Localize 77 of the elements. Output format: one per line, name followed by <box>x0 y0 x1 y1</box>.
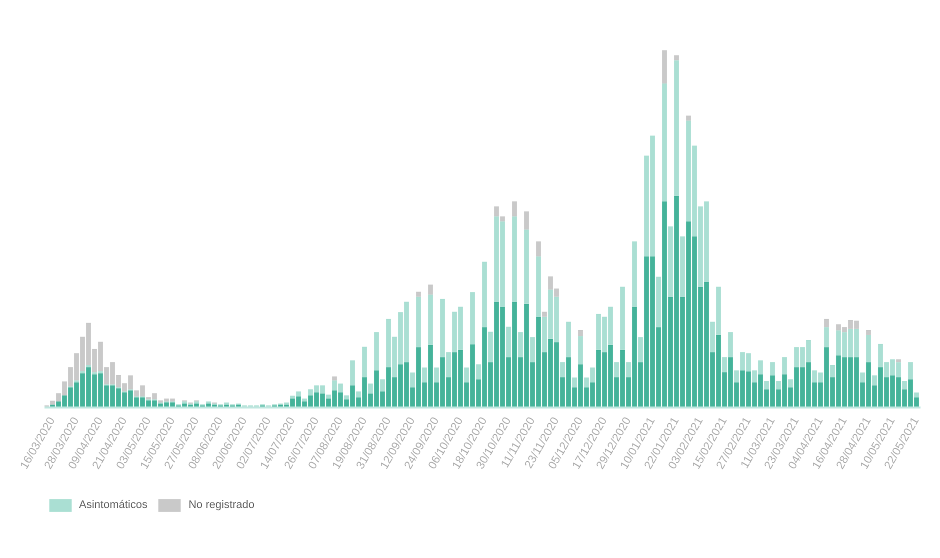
bar <box>368 384 373 394</box>
bar <box>782 357 787 374</box>
bar <box>344 395 349 400</box>
bar <box>728 332 733 358</box>
bar <box>734 370 739 382</box>
bar <box>620 286 625 350</box>
bar <box>830 364 835 378</box>
bar <box>434 367 439 382</box>
bar <box>872 375 877 386</box>
bar <box>410 372 415 388</box>
bar <box>530 337 535 362</box>
bar <box>488 332 493 362</box>
bar <box>680 236 685 297</box>
bar <box>866 330 871 335</box>
bar <box>518 332 523 358</box>
bar <box>374 332 379 370</box>
bar <box>350 360 355 386</box>
legend-label: Asintomáticos <box>79 499 148 511</box>
legend-label: No registrado <box>188 499 255 511</box>
bar <box>332 376 337 380</box>
bar <box>668 226 673 297</box>
bar <box>536 256 541 317</box>
bar <box>302 398 307 402</box>
bar <box>422 367 427 382</box>
bar <box>662 83 667 202</box>
bar <box>662 50 667 84</box>
bar <box>194 401 199 404</box>
bar <box>542 312 547 317</box>
bar <box>380 379 385 392</box>
bar <box>476 364 481 380</box>
bar <box>902 381 907 390</box>
bar <box>482 262 487 328</box>
bar <box>362 346 367 378</box>
bar <box>566 322 571 358</box>
bar <box>464 367 469 382</box>
bar <box>674 60 679 196</box>
bar <box>722 357 727 372</box>
bar <box>536 241 541 256</box>
bar <box>776 381 781 390</box>
bar <box>560 362 565 378</box>
bar <box>428 294 433 345</box>
bar <box>416 296 421 348</box>
bar <box>572 377 577 388</box>
bar <box>578 336 583 364</box>
bar <box>500 216 505 222</box>
bar <box>632 241 637 307</box>
bar <box>356 391 361 398</box>
bar <box>770 362 775 376</box>
bar <box>512 216 517 302</box>
bar <box>764 381 769 390</box>
bar <box>674 55 679 60</box>
bar <box>896 359 901 362</box>
bar <box>788 379 793 388</box>
bar <box>506 326 511 358</box>
bar <box>656 276 661 328</box>
bar <box>326 394 331 399</box>
bar <box>824 318 829 328</box>
bar <box>86 364 91 368</box>
bar <box>614 362 619 378</box>
bar <box>860 372 865 382</box>
bar <box>908 362 913 380</box>
bar <box>470 292 475 344</box>
bar <box>428 284 433 295</box>
bar <box>626 362 631 378</box>
bar <box>524 211 529 230</box>
bar <box>578 330 583 336</box>
bar <box>494 206 499 216</box>
bar <box>206 401 211 404</box>
bar <box>524 230 529 304</box>
bar <box>512 201 517 216</box>
bar <box>638 337 643 362</box>
bar <box>824 327 829 348</box>
bar <box>182 401 187 404</box>
bar <box>416 292 421 297</box>
bar <box>686 116 691 121</box>
bar <box>914 392 919 398</box>
bar <box>866 334 871 362</box>
